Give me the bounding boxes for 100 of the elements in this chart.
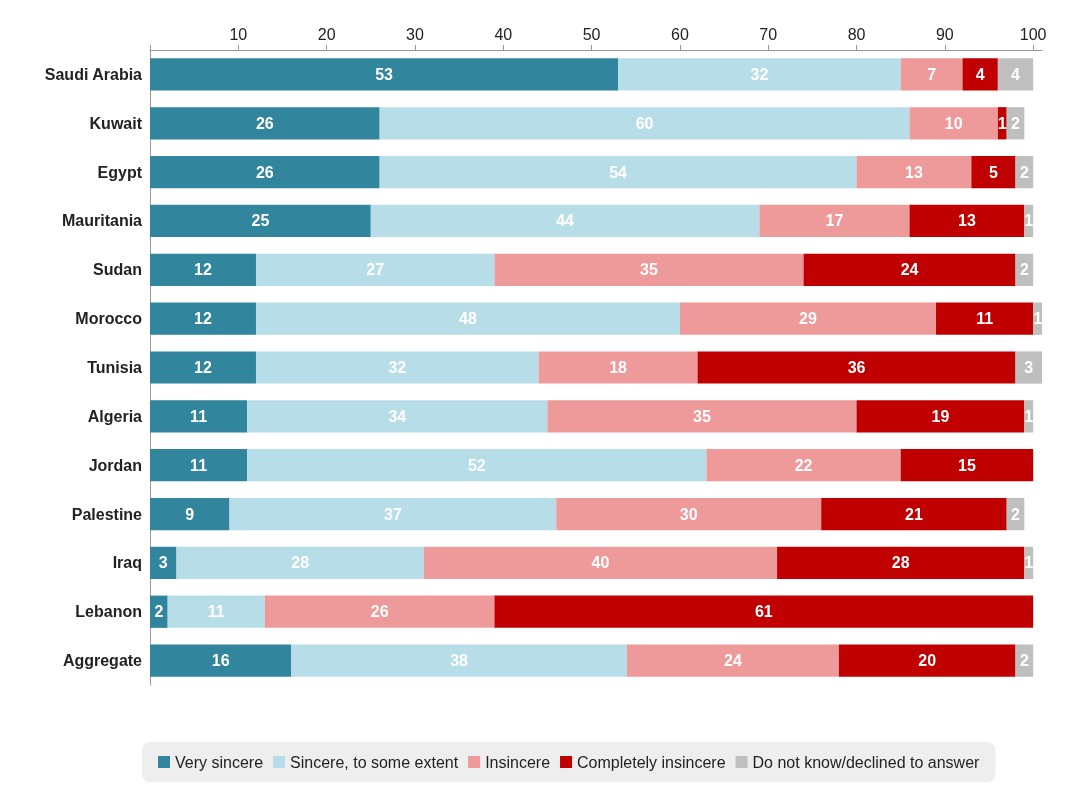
legend-label: Completely insincere bbox=[577, 753, 726, 771]
x-tick-label: 20 bbox=[317, 25, 336, 43]
data-label: 4 bbox=[975, 65, 985, 83]
data-label: 17 bbox=[825, 212, 844, 230]
data-label: 13 bbox=[905, 163, 923, 181]
bar bbox=[264, 595, 495, 628]
bar bbox=[706, 449, 901, 482]
data-label: 60 bbox=[635, 114, 654, 132]
y-tick-label: Iraq bbox=[112, 554, 142, 572]
bar bbox=[547, 400, 857, 433]
y-tick-label: Saudi Arabia bbox=[44, 65, 143, 83]
data-label: 15 bbox=[958, 456, 976, 474]
bar bbox=[556, 497, 822, 531]
y-tick-label: Sudan bbox=[93, 261, 142, 279]
bar bbox=[909, 107, 998, 140]
legend-label: Do not know/declined to answer bbox=[752, 753, 981, 771]
data-label: 2 bbox=[154, 603, 164, 621]
x-tick-label: 80 bbox=[847, 25, 866, 43]
data-label: 16 bbox=[211, 652, 230, 670]
x-tick-label: 50 bbox=[582, 25, 601, 43]
legend-label: Very sincere bbox=[175, 753, 264, 771]
data-label: 35 bbox=[693, 407, 711, 425]
bar bbox=[618, 58, 901, 91]
data-label: 2 bbox=[1011, 114, 1021, 132]
data-label: 26 bbox=[370, 603, 389, 621]
bar bbox=[1015, 351, 1042, 384]
bar bbox=[971, 156, 1016, 189]
y-tick-label: Jordan bbox=[88, 456, 142, 474]
data-label: 11 bbox=[976, 310, 994, 328]
data-label: 11 bbox=[207, 603, 225, 621]
data-label: 38 bbox=[450, 652, 469, 670]
data-label: 3 bbox=[158, 554, 168, 572]
data-label: 30 bbox=[679, 505, 698, 523]
data-label: 1 bbox=[1024, 554, 1034, 572]
data-label: 26 bbox=[255, 114, 274, 132]
bar bbox=[150, 253, 256, 286]
bar bbox=[626, 644, 839, 677]
bar bbox=[821, 497, 1007, 531]
bar bbox=[909, 204, 1025, 238]
bar bbox=[255, 351, 539, 384]
data-label: 7 bbox=[927, 65, 937, 83]
bar bbox=[255, 253, 495, 286]
y-tick-label: Lebanon bbox=[75, 603, 142, 621]
data-label: 10 bbox=[944, 114, 963, 132]
bar bbox=[900, 58, 963, 91]
data-label: 2 bbox=[1019, 652, 1029, 670]
data-label: 52 bbox=[467, 456, 486, 474]
bar bbox=[759, 204, 910, 238]
bar bbox=[229, 497, 557, 531]
x-tick-label: 30 bbox=[406, 25, 424, 43]
data-label: 18 bbox=[609, 359, 628, 376]
legend-label: Sincere, to some extent bbox=[290, 753, 459, 771]
x-tick-label: 70 bbox=[759, 25, 778, 43]
bar bbox=[150, 351, 256, 384]
data-label: 29 bbox=[799, 310, 817, 328]
bar bbox=[777, 546, 1025, 579]
data-label: 4 bbox=[1011, 65, 1021, 83]
data-label: 34 bbox=[388, 407, 407, 425]
bar bbox=[370, 204, 760, 238]
bar bbox=[679, 302, 937, 335]
data-label: 40 bbox=[591, 554, 610, 572]
data-label: 53 bbox=[375, 65, 394, 83]
bar bbox=[150, 644, 292, 677]
data-label: 27 bbox=[366, 261, 385, 279]
y-tick-label: Kuwait bbox=[89, 114, 143, 132]
bar bbox=[856, 400, 1025, 433]
data-label: 1 bbox=[1024, 407, 1034, 425]
data-label: 12 bbox=[194, 310, 212, 328]
data-label: 37 bbox=[383, 505, 402, 523]
data-label: 12 bbox=[194, 359, 212, 376]
x-tick-label: 90 bbox=[935, 25, 954, 43]
data-label: 12 bbox=[194, 261, 212, 279]
data-label: 2 bbox=[1019, 261, 1029, 279]
data-label: 19 bbox=[931, 407, 950, 425]
bar bbox=[936, 302, 1034, 335]
y-tick-label: Egypt bbox=[97, 163, 143, 181]
bar bbox=[856, 156, 972, 189]
x-tick-label: 60 bbox=[671, 25, 689, 43]
bar bbox=[494, 595, 1034, 628]
data-label: 36 bbox=[847, 359, 866, 376]
data-label: 5 bbox=[988, 163, 998, 181]
data-label: 25 bbox=[251, 212, 270, 230]
data-label: 1 bbox=[1024, 212, 1034, 230]
bar bbox=[838, 644, 1016, 677]
bar bbox=[423, 546, 778, 579]
data-label: 26 bbox=[255, 163, 274, 181]
data-label: 44 bbox=[556, 212, 575, 230]
data-label: 9 bbox=[185, 505, 195, 523]
data-label: 54 bbox=[609, 163, 628, 181]
bar bbox=[247, 449, 707, 482]
data-label: 35 bbox=[640, 261, 658, 279]
bar bbox=[962, 58, 998, 91]
data-label: 32 bbox=[750, 65, 769, 83]
bar bbox=[803, 253, 1016, 286]
y-tick-label: Mauritania bbox=[61, 212, 143, 230]
data-label: 3 bbox=[1024, 359, 1034, 376]
bar bbox=[176, 546, 424, 579]
bar bbox=[150, 449, 248, 482]
data-label: 11 bbox=[190, 407, 208, 425]
y-tick-label: Tunisia bbox=[87, 359, 143, 376]
